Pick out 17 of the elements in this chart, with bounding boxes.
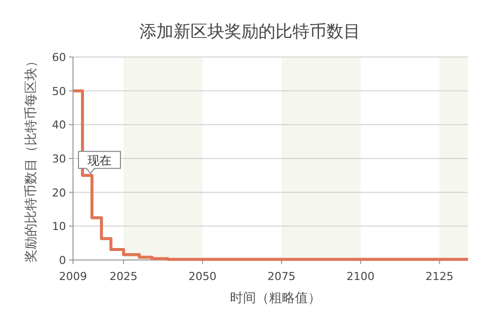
chart-title: 添加新区块奖励的比特币数目	[140, 22, 360, 42]
x-tick-label: 2075	[268, 270, 296, 283]
x-tick-label: 2050	[188, 270, 217, 283]
y-tick-label: 10	[52, 220, 66, 234]
x-axis-title: 时间（粗略值）	[230, 291, 321, 306]
x-tick-label: 2125	[426, 270, 454, 283]
x-tick-label: 2100	[346, 270, 375, 283]
y-tick-label: 20	[52, 186, 66, 200]
y-tick-label: 30	[52, 152, 66, 166]
x-tick-label: 2009	[59, 270, 87, 283]
y-tick-label: 50	[52, 84, 66, 98]
y-tick-label: 40	[52, 118, 66, 132]
annotation: 现在	[87, 153, 112, 168]
y-axis-title: 奖励的比特币数目（比特币每区块）	[24, 54, 39, 262]
y-tick-label: 0	[59, 254, 66, 267]
y-tick-label: 60	[52, 51, 66, 64]
x-tick-label: 2025	[110, 270, 138, 283]
